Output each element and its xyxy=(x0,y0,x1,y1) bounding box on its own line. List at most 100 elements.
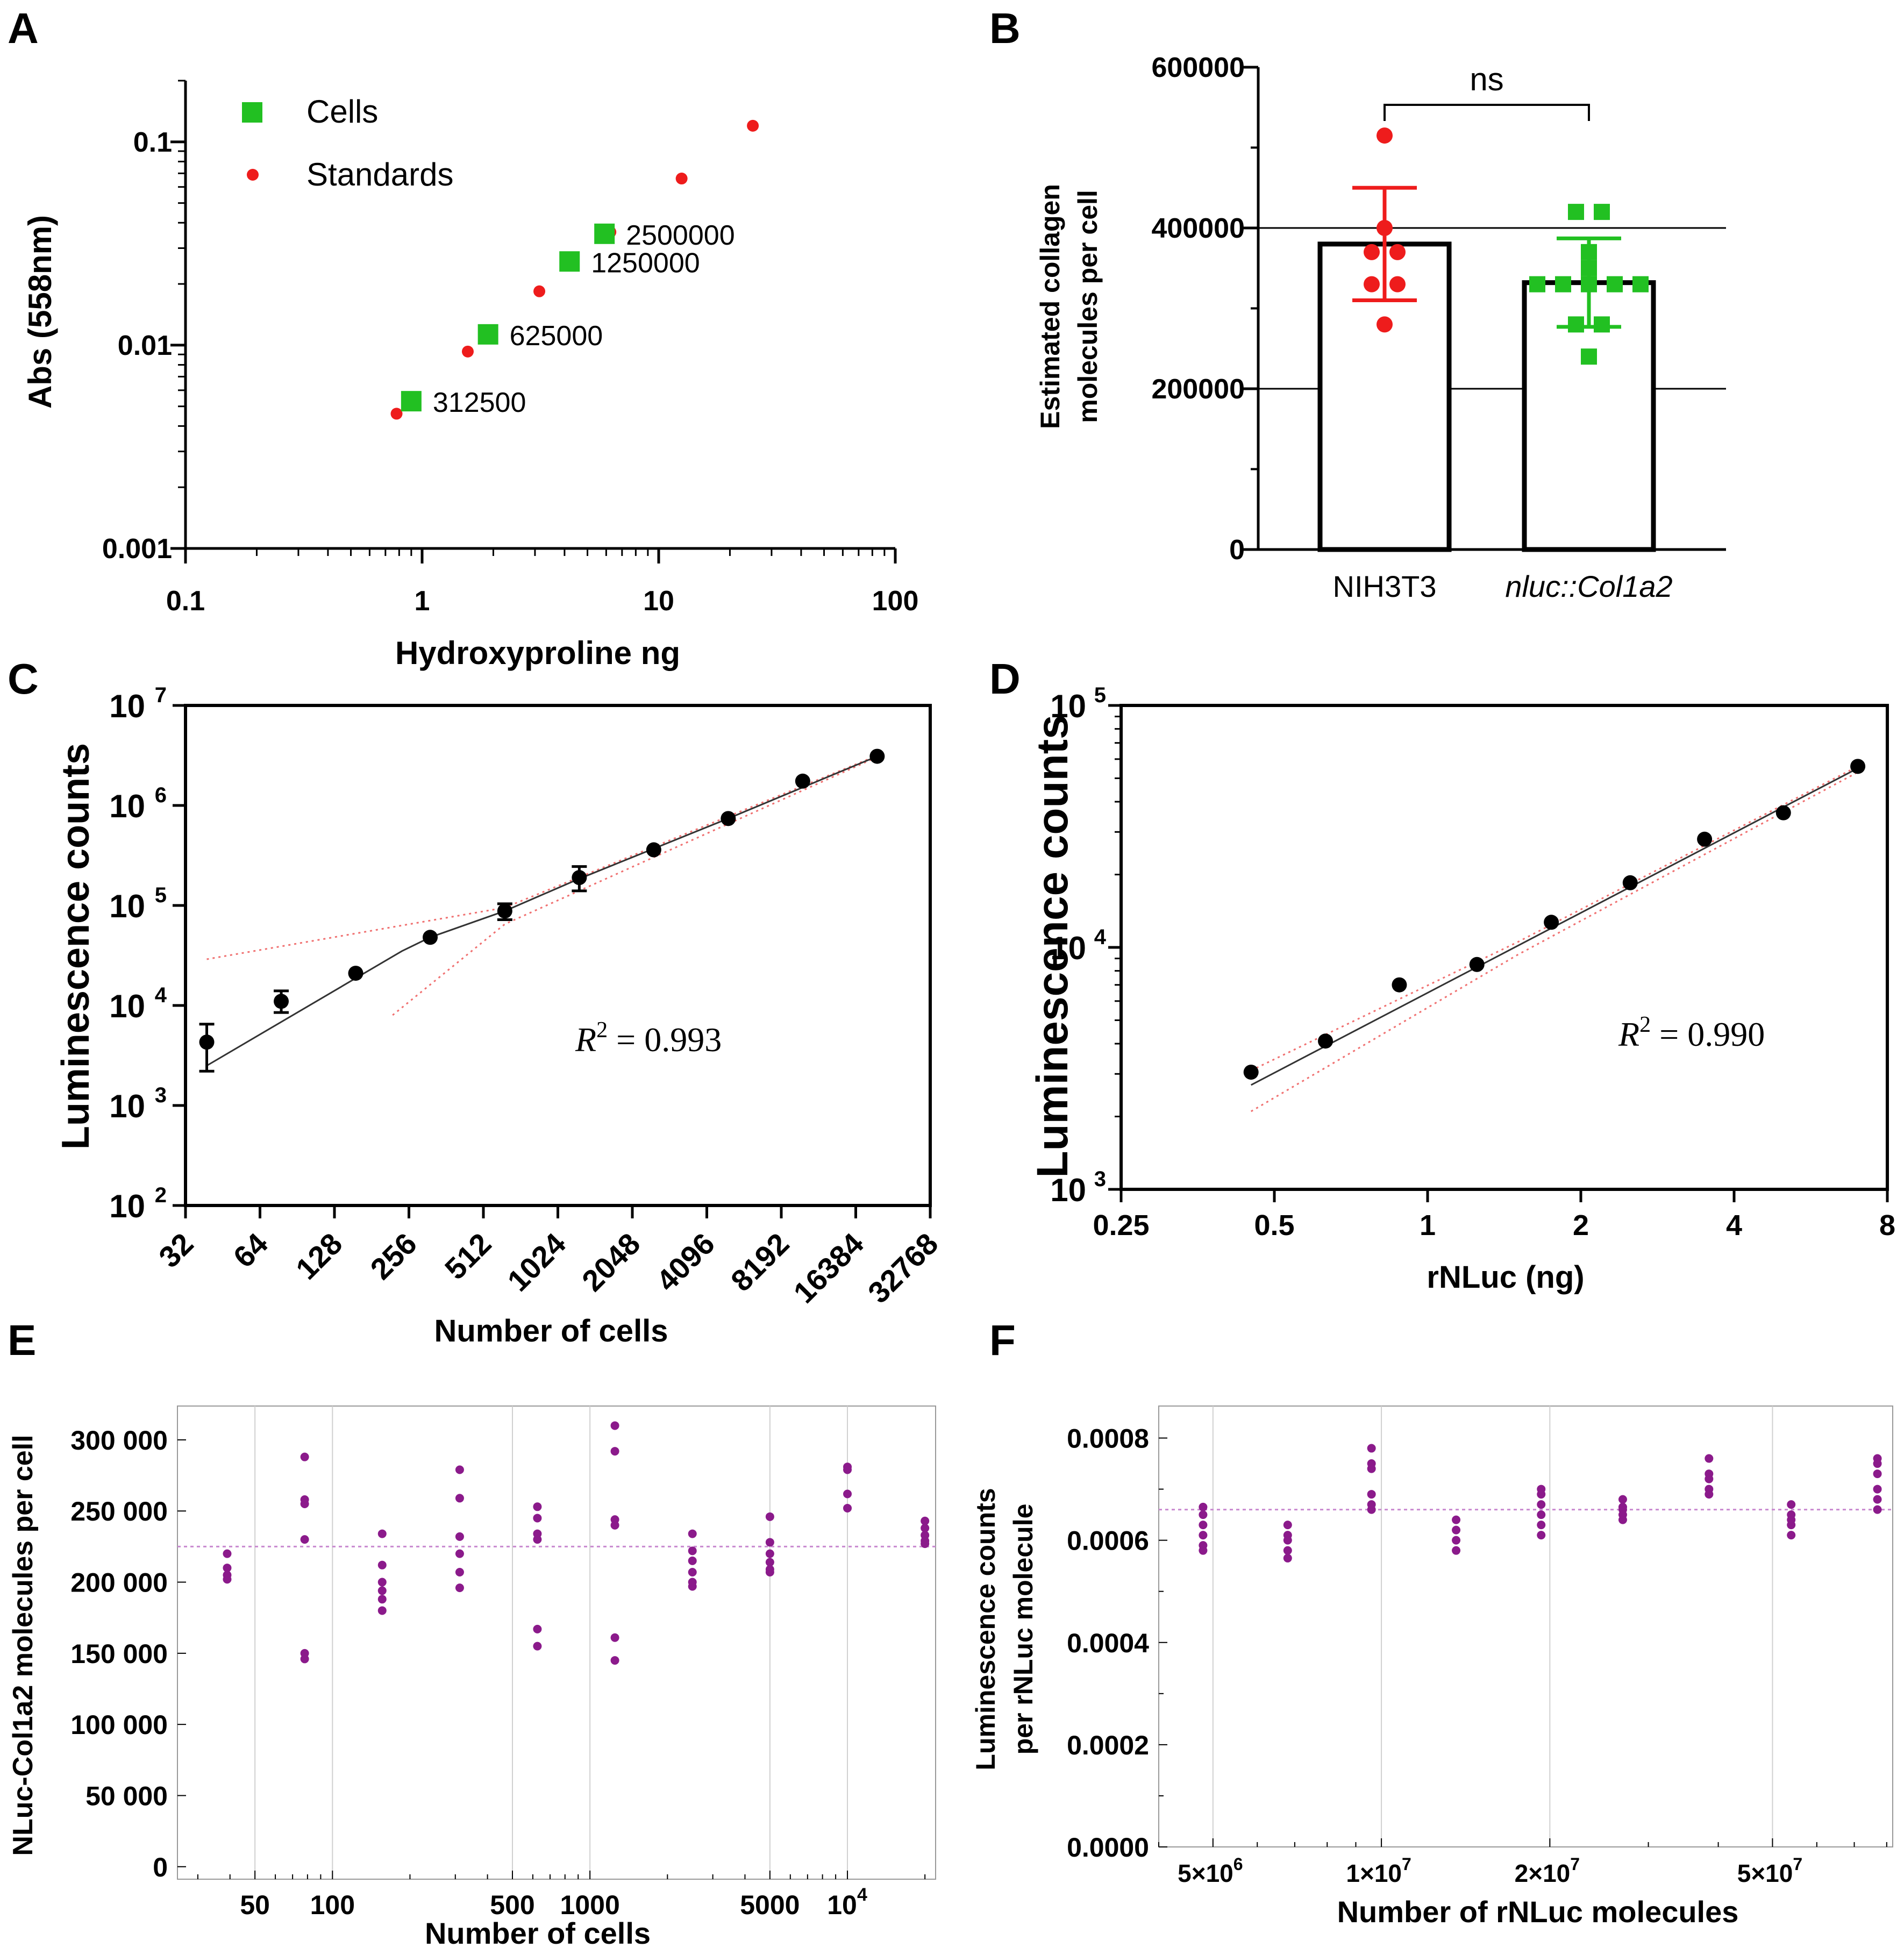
panel-letter-c: C xyxy=(8,655,39,703)
panel-d-ytick-label: 10 xyxy=(1050,930,1086,966)
panel-b-ytick-label: 0 xyxy=(1229,534,1245,566)
panel-f-xtick-mantissa: 5 xyxy=(1737,1859,1751,1887)
panel-d-ytick-exponent: 4 xyxy=(1094,925,1107,949)
cells-point xyxy=(559,251,580,272)
panel-e-ytick-label: 0 xyxy=(153,1852,168,1882)
panel-d-ytick-label: 10 xyxy=(1050,688,1086,724)
ci-lower-line xyxy=(392,756,878,1016)
data-point xyxy=(423,930,438,945)
ci-lower-line xyxy=(1250,771,1858,1112)
panel-d-frame xyxy=(1119,704,1889,1191)
panel-d-ytick-exponent: 3 xyxy=(1094,1167,1106,1191)
panel-a-xtick-label: 1 xyxy=(415,586,430,617)
standard-point xyxy=(533,285,546,297)
panel-f-xtick-mantissa: 1 xyxy=(1346,1859,1360,1887)
panel-c-xtick-label: 64 xyxy=(226,1226,274,1274)
panel-letter-b: B xyxy=(989,4,1021,52)
panel-b-bars xyxy=(1317,127,1656,552)
panel-f-xtick-labels: 5×106 1×107 2×107 5×107 xyxy=(1178,1854,1802,1887)
panel-c-xtick-label: 32 xyxy=(152,1226,200,1274)
panel-d-y-axis-title: Luminescence counts xyxy=(1028,715,1077,1178)
panel-d-r2-value: = 0.990 xyxy=(1651,1015,1765,1053)
panel-f-ytick-label: 0.0004 xyxy=(1067,1628,1149,1658)
nih3t3-point xyxy=(1364,276,1380,292)
data-point xyxy=(721,811,736,826)
panel-c-ytick-label: 10 xyxy=(109,1088,145,1124)
panel-a-ytick-label: 0.01 xyxy=(118,330,172,361)
data-point xyxy=(377,1606,387,1615)
data-point xyxy=(921,1523,930,1532)
panel-e-ytick-labels: 0 50 000 100 000 150 000 200 000 250 000 300 0… xyxy=(70,1425,168,1882)
panel-c-xtick-label: 512 xyxy=(438,1226,498,1286)
data-point xyxy=(1283,1536,1292,1545)
data-point xyxy=(1367,1464,1376,1473)
panel-f-gridlines xyxy=(1158,1406,1887,1847)
panel-a-y-axis-title: Abs (558nm) xyxy=(22,215,58,409)
data-point xyxy=(300,1654,309,1664)
data-point xyxy=(455,1465,464,1474)
data-point xyxy=(921,1539,930,1549)
panel-c-ticks xyxy=(173,704,932,1218)
data-point xyxy=(765,1512,774,1521)
data-point xyxy=(1367,1490,1376,1499)
panel-b-category-label: NIH3T3 xyxy=(1333,569,1437,603)
data-point xyxy=(843,1465,852,1474)
panel-e-gridlines xyxy=(177,1406,926,1879)
data-point xyxy=(688,1546,697,1556)
nluc-col1a2-point xyxy=(1581,348,1597,365)
panel-e-xtick-label: 1000 xyxy=(560,1890,620,1920)
panel-f-xtick-base: ×10 xyxy=(1751,1859,1793,1887)
panel-f-frame xyxy=(1158,1405,1893,1847)
ci-upper-line xyxy=(206,754,878,960)
panel-f-xtick-label: 5×106 xyxy=(1178,1854,1243,1887)
data-point xyxy=(869,748,885,764)
panel-d-ytick-exponent: 5 xyxy=(1094,683,1106,707)
panel-d-r2-exponent: 2 xyxy=(1639,1012,1651,1037)
panel-c-ytick-exponent: 3 xyxy=(155,1083,167,1107)
panel-f-ytick-labels: 0.0000 0.0002 0.0004 0.0006 0.0008 xyxy=(1067,1424,1149,1863)
data-point xyxy=(1452,1525,1461,1535)
nluc-col1a2-point xyxy=(1568,204,1584,220)
data-point xyxy=(199,1034,215,1050)
nih3t3-point xyxy=(1364,244,1380,260)
data-point xyxy=(377,1595,387,1604)
panel-d-r2-annotation: R2 = 0.990 xyxy=(1618,1012,1765,1053)
data-point xyxy=(1318,1033,1333,1049)
data-point xyxy=(1367,1505,1376,1514)
panel-c-xtick-label: 4096 xyxy=(650,1226,721,1298)
data-point xyxy=(1367,1444,1376,1453)
panel-f-xtick-base: ×10 xyxy=(1192,1859,1233,1887)
panel-b-ytick-label: 400000 xyxy=(1151,213,1245,244)
panel-b-y-axis-title-line2: molecules per cell xyxy=(1073,190,1103,423)
data-point xyxy=(1787,1521,1796,1530)
data-point xyxy=(1283,1521,1292,1530)
standard-point xyxy=(675,173,688,185)
panel-c-xtick-label: 8192 xyxy=(724,1226,796,1298)
panel-d-xtick-label: 8 xyxy=(1879,1209,1895,1242)
legend-standards-label: Standards xyxy=(306,156,454,192)
data-point xyxy=(765,1558,774,1567)
panel-e-ytick-label: 50 000 xyxy=(85,1781,168,1811)
panel-c-xtick-label: 16384 xyxy=(787,1226,870,1310)
data-point xyxy=(1873,1469,1882,1479)
nih3t3-point xyxy=(1389,244,1406,260)
standard-point xyxy=(461,345,474,358)
data-point xyxy=(1283,1553,1292,1562)
panel-c-ytick-label: 10 xyxy=(109,1188,145,1224)
data-point xyxy=(1705,1490,1714,1499)
data-point xyxy=(610,1521,619,1530)
data-point xyxy=(1537,1510,1546,1519)
panel-c-ytick-exponent: 4 xyxy=(155,983,167,1007)
panel-e-ytick-label: 200 000 xyxy=(70,1568,168,1598)
panel-e-frame xyxy=(177,1405,936,1880)
panel-c-r2-symbol: R xyxy=(575,1021,596,1059)
panel-f-xtick-label: 5×107 xyxy=(1737,1854,1802,1887)
data-point xyxy=(377,1529,387,1538)
panel-d-chart: 10 3 10 4 10 5 0.25 0.5 1 2 4 8 rNLuc (ng) Lumines… xyxy=(1028,683,1895,1295)
cells-point-label: 625000 xyxy=(510,320,603,352)
panel-c-ytick-label: 10 xyxy=(109,888,145,924)
panel-f-xtick-mantissa: 5 xyxy=(1178,1859,1192,1887)
panel-c-r2-annotation: R2 = 0.993 xyxy=(575,1018,722,1059)
